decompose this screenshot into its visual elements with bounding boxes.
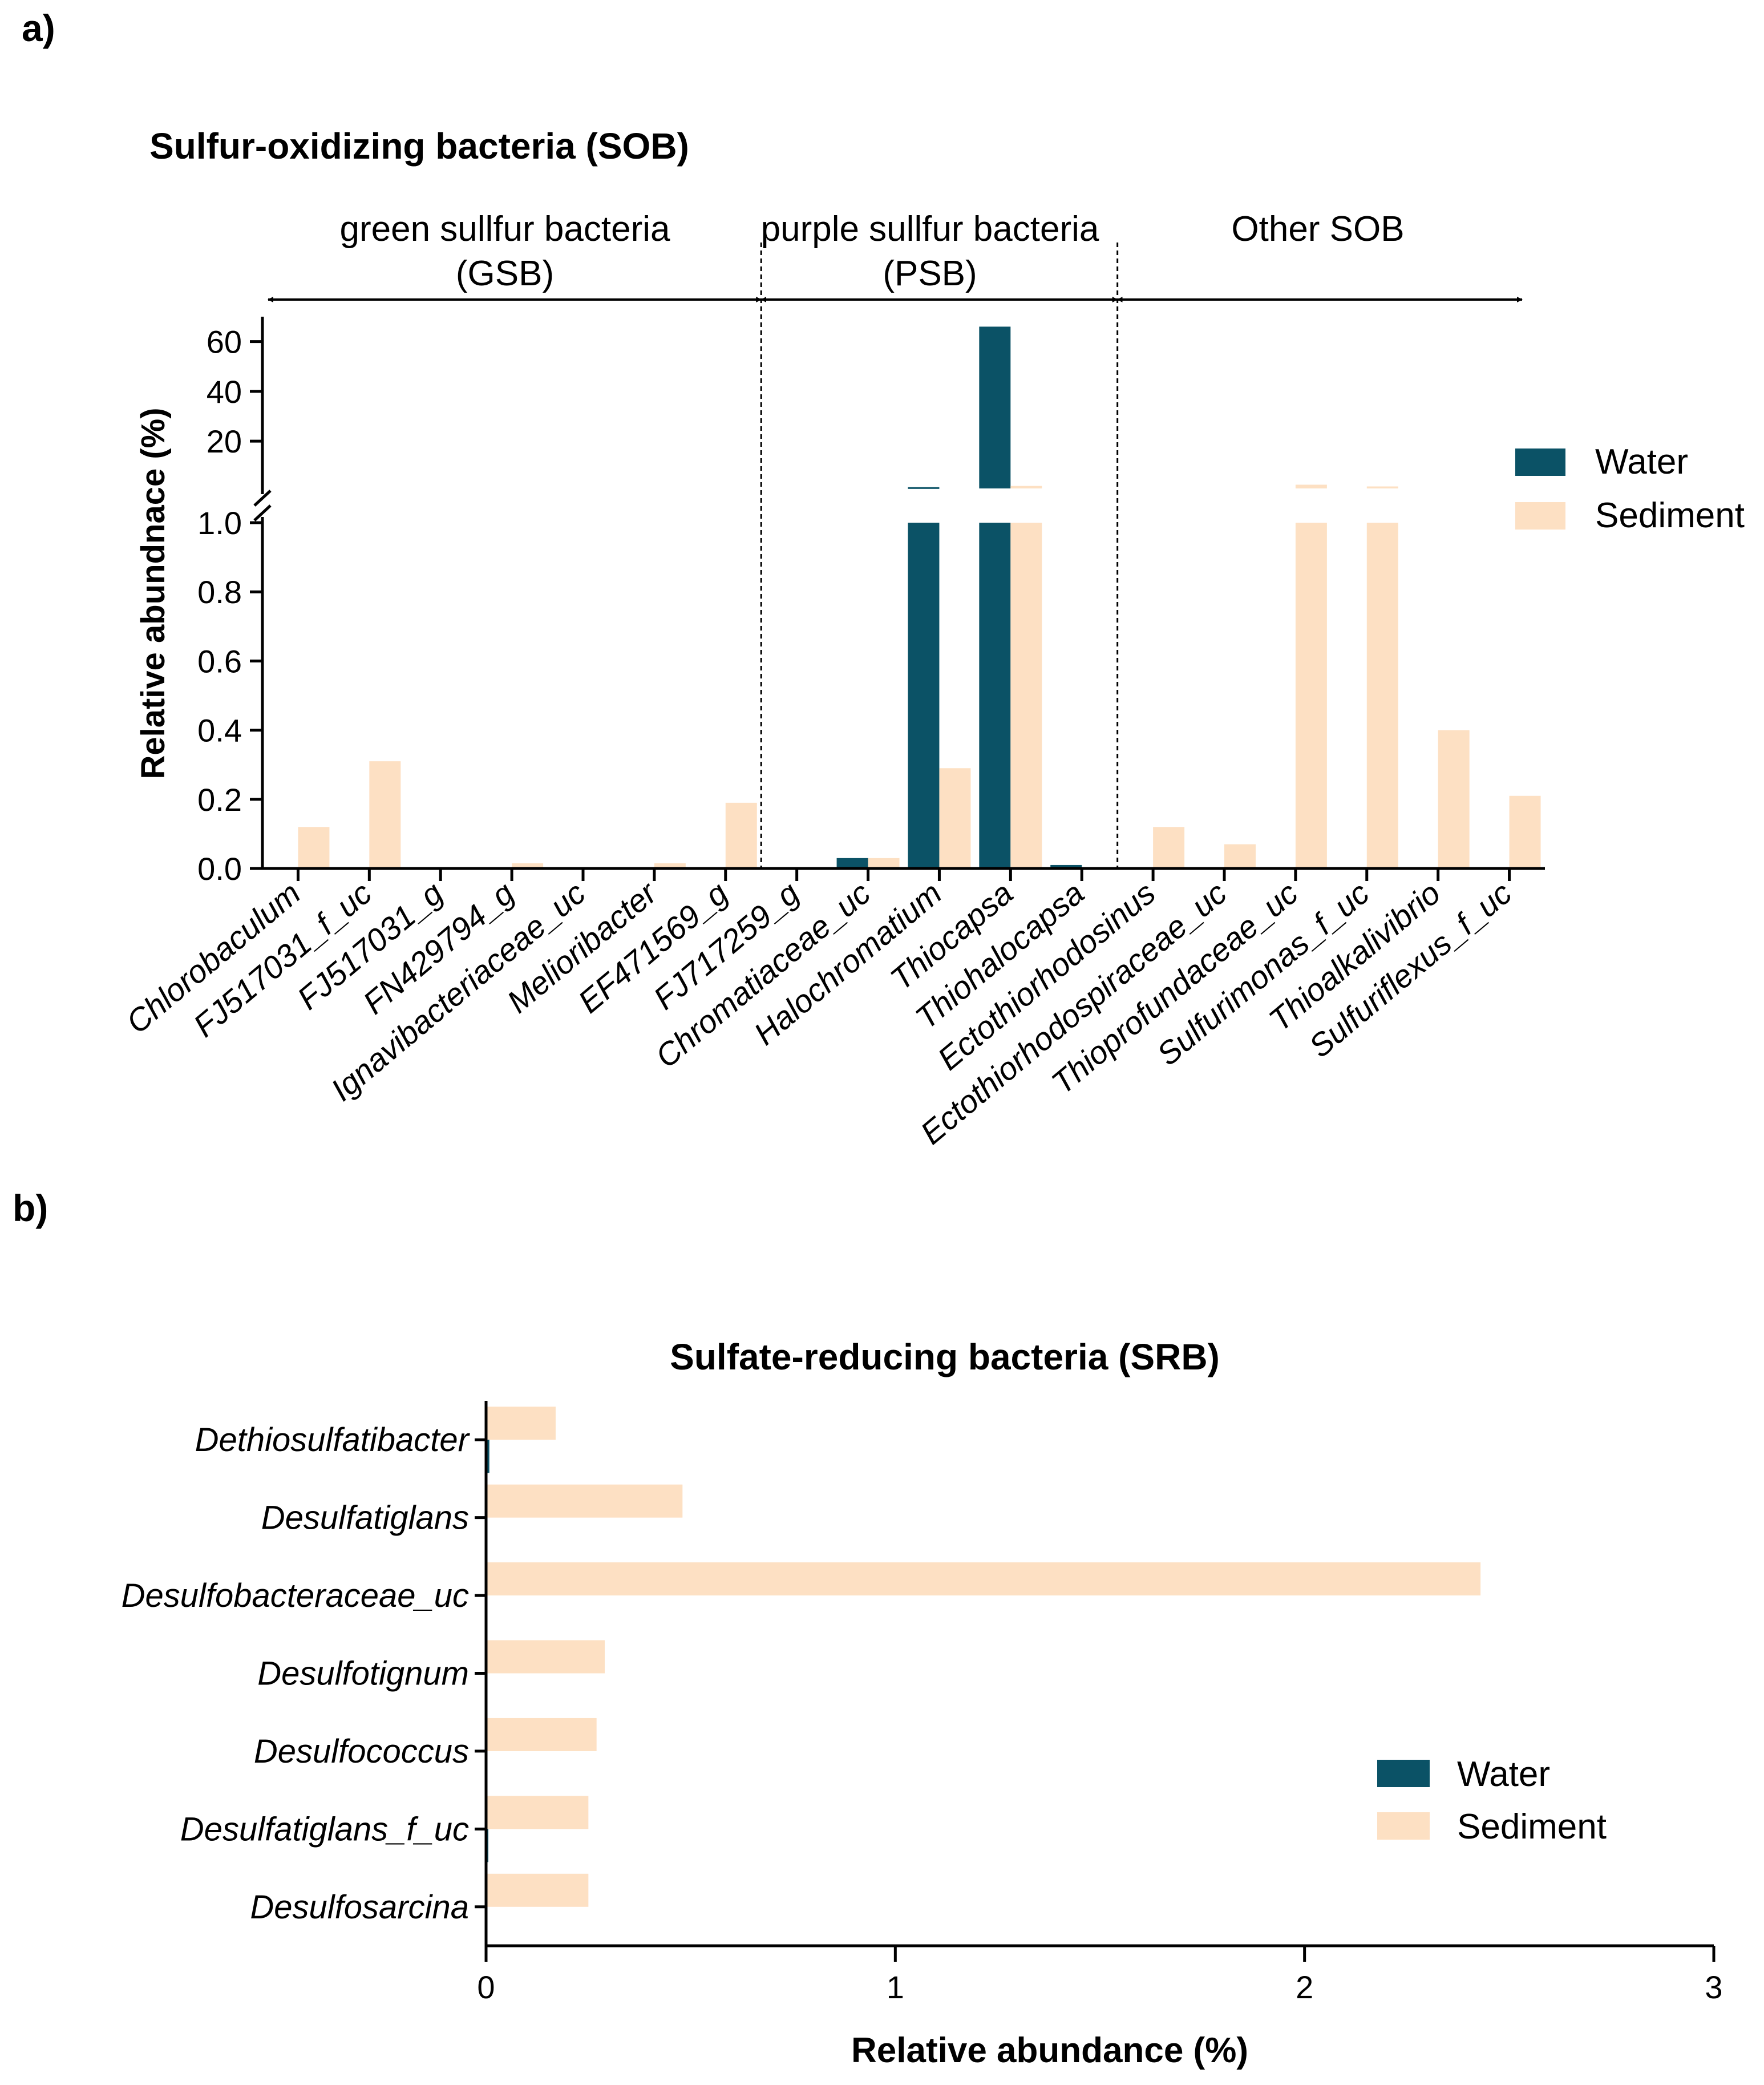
bar-sediment-ef471569-g — [725, 802, 757, 868]
panel-b-legend: Water Sediment — [1377, 1755, 1607, 1846]
bar-water-halochromatium-upper — [908, 487, 940, 489]
bar-water-halochromatium — [908, 523, 940, 868]
y-tick-label-0-0: 0.0 — [197, 851, 242, 887]
bar-sediment-thioalkalivibrio — [1438, 730, 1470, 868]
y-tick-label-1-0: 1.0 — [197, 505, 242, 541]
panel-b-label: b) — [13, 1187, 48, 1229]
group-psb-label: purple sullfur bacteria — [761, 209, 1099, 249]
legend-b-water-label: Water — [1457, 1755, 1550, 1794]
bar-sediment-thioprofundaceae-uc-upper — [1295, 484, 1327, 488]
group-gsb-label: green sullfur bacteria — [340, 209, 670, 249]
bar-sediment-thiocapsa-upper — [1010, 486, 1042, 488]
panel-b-plot: Dethiosulfatibacter Desulfatiglans Desulfo… — [122, 1401, 1723, 2005]
y-label-dethiosulfatibacter: Dethiosulfatibacter — [195, 1421, 471, 1458]
bar-sediment-thioprofundaceae-uc — [1295, 523, 1327, 868]
y-tick-label-upper-20: 20 — [207, 423, 242, 459]
x-tick-label-b-3: 3 — [1705, 1969, 1722, 2005]
hbar-water-dethiosulfatibacter — [486, 1440, 489, 1473]
y-label-desulfosarcina: Desulfosarcina — [250, 1889, 469, 1926]
group-psb-abbr: (PSB) — [883, 254, 977, 293]
bar-water-thiohalocapsa — [1050, 864, 1082, 868]
y-tick-label-0-8: 0.8 — [197, 574, 242, 610]
group-headers: green sullfur bacteria (GSB) purple sull… — [340, 209, 1405, 293]
bar-sediment-sulfurimonas-f-uc-upper — [1366, 486, 1398, 488]
x-tick-label-b-0: 0 — [477, 1969, 495, 2005]
legend-b-water-swatch — [1377, 1760, 1430, 1787]
legend-a-sediment-swatch — [1515, 502, 1565, 530]
y-label-desulfatiglans-f-uc: Desulfatiglans_f_uc — [180, 1811, 469, 1848]
hbar-sediment-desulfosarcina — [486, 1873, 589, 1907]
bar-sediment-ectothiorhodospiraceae-uc — [1224, 844, 1256, 868]
y-tick-label-0-4: 0.4 — [197, 713, 242, 749]
hbar-sediment-desulfococcus — [486, 1718, 597, 1751]
legend-a-water-label: Water — [1595, 442, 1688, 482]
bar-sediment-chromatiaceae-uc — [868, 858, 900, 868]
axis-break-mark-bottom — [253, 504, 272, 522]
panel-a-plot: 0.00.20.40.60.81.0204060ChlorobaculumFJ5… — [119, 243, 1545, 1151]
bar-sediment-sulfurimonas-f-uc — [1366, 523, 1398, 868]
bar-sediment-fn429794-g — [512, 863, 544, 868]
x-tick-label-b-2: 2 — [1296, 1969, 1313, 2005]
group-other-label: Other SOB — [1231, 209, 1404, 249]
bar-water-chromatiaceae-uc — [836, 858, 868, 868]
bar-sediment-melioribacter — [654, 863, 686, 868]
legend-a-water-swatch — [1515, 448, 1565, 476]
bar-sediment-ectothiorhodosinus — [1153, 827, 1185, 868]
bar-water-thiocapsa-upper — [979, 326, 1011, 488]
panel-b-title: Sulfate-reducing bacteria (SRB) — [670, 1336, 1220, 1377]
y-tick-label-upper-40: 40 — [207, 374, 242, 410]
panel-b-xlabel: Relative abundance (%) — [851, 2031, 1248, 2070]
legend-b-sediment-label: Sediment — [1457, 1807, 1607, 1846]
legend-b-sediment-swatch — [1377, 1812, 1430, 1840]
x-tick-label-b-1: 1 — [887, 1969, 904, 2005]
bar-sediment-thiocapsa — [1010, 523, 1042, 868]
panel-a-legend: Water Sediment — [1515, 442, 1745, 535]
bar-sediment-chlorobaculum — [298, 827, 330, 868]
panel-a-label: a) — [22, 7, 55, 49]
bar-sediment-fj517031-f-uc — [369, 761, 401, 868]
y-tick-label-0-6: 0.6 — [197, 643, 242, 679]
axis-break-mark-top — [253, 490, 272, 507]
group-gsb-abbr: (GSB) — [456, 254, 554, 293]
bar-water-thiocapsa — [979, 523, 1011, 868]
legend-a-sediment-label: Sediment — [1595, 496, 1745, 535]
y-label-desulfococcus: Desulfococcus — [254, 1733, 469, 1770]
y-label-desulfotignum: Desulfotignum — [257, 1655, 469, 1692]
panel-a-title: Sulfur-oxidizing bacteria (SOB) — [149, 126, 689, 167]
hbar-sediment-desulfobacteraceae-uc — [486, 1562, 1481, 1596]
hbar-sediment-desulfotignum — [486, 1640, 605, 1674]
hbar-sediment-dethiosulfatibacter — [486, 1407, 556, 1440]
bar-sediment-halochromatium — [939, 768, 971, 868]
y-label-desulfobacteraceae-uc: Desulfobacteraceae_uc — [122, 1577, 469, 1614]
hbar-sediment-desulfatiglans-f-uc — [486, 1796, 589, 1829]
y-tick-label-0-2: 0.2 — [197, 782, 242, 818]
panel-a-ylabel: Relative abundnace (%) — [135, 407, 172, 779]
y-label-desulfatiglans: Desulfatiglans — [261, 1500, 469, 1537]
bar-sediment-sulfuriflexus-f-uc — [1509, 795, 1541, 868]
y-tick-label-upper-60: 60 — [207, 324, 242, 360]
hbar-sediment-desulfatiglans — [486, 1484, 683, 1518]
